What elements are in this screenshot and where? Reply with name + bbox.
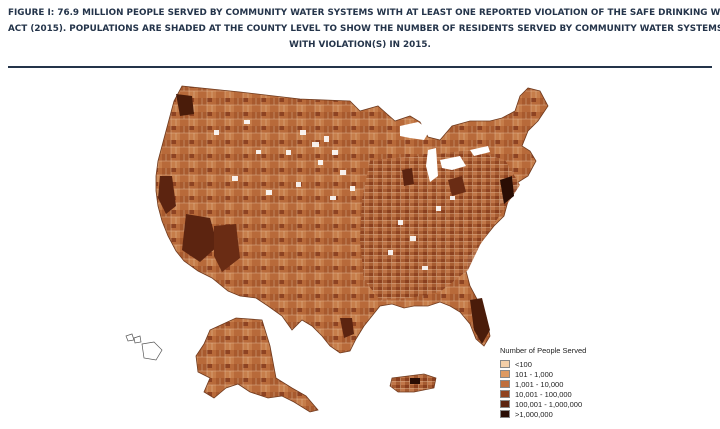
- contiguous-us: [155, 85, 549, 354]
- caption-divider: [8, 66, 712, 68]
- caption-line-2: ACT (2015). POPULATIONS ARE SHADED AT TH…: [8, 24, 720, 34]
- legend-label: 1,001 - 10,000: [515, 379, 564, 389]
- east-dense-region: [360, 150, 520, 300]
- puerto-rico: [389, 373, 437, 393]
- legend-swatch: [500, 410, 510, 418]
- no-data-counties: [214, 120, 455, 270]
- legend-item: 100,001 - 1,000,000: [500, 399, 610, 409]
- us-county-choropleth-map: [125, 85, 549, 413]
- legend-label: 101 - 1,000: [515, 369, 553, 379]
- great-lakes: [400, 122, 490, 182]
- map-legend: Number of People Served <100 101 - 1,000 1…: [500, 346, 610, 419]
- legend-label: >1,000,000: [515, 409, 553, 419]
- alaska: [195, 317, 319, 413]
- legend-item: 101 - 1,000: [500, 369, 610, 379]
- legend-swatch: [500, 400, 510, 408]
- legend-label: 10,001 - 100,000: [515, 389, 572, 399]
- figure-caption: FIGURE I: 76.9 MILLION PEOPLE SERVED BY …: [8, 5, 720, 53]
- legend-item: >1,000,000: [500, 409, 610, 419]
- hawaii: [125, 333, 163, 361]
- alaska-outline: [195, 317, 319, 413]
- legend-item: <100: [500, 359, 610, 369]
- legend-swatch: [500, 360, 510, 368]
- legend-swatch: [500, 370, 510, 378]
- caption-line-3: WITH VIOLATION(S) IN 2015.: [289, 40, 431, 50]
- legend-items: <100 101 - 1,000 1,001 - 10,000 10,001 - 10…: [500, 359, 610, 419]
- legend-title: Number of People Served: [500, 346, 587, 355]
- legend-item: 1,001 - 10,000: [500, 379, 610, 389]
- legend-label: <100: [515, 359, 532, 369]
- caption-line-1: FIGURE I: 76.9 MILLION PEOPLE SERVED BY …: [8, 8, 720, 18]
- legend-item: 10,001 - 100,000: [500, 389, 610, 399]
- legend-swatch: [500, 390, 510, 398]
- high-population-hotspots: [158, 94, 514, 344]
- legend-label: 100,001 - 1,000,000: [515, 399, 583, 409]
- legend-swatch: [500, 380, 510, 388]
